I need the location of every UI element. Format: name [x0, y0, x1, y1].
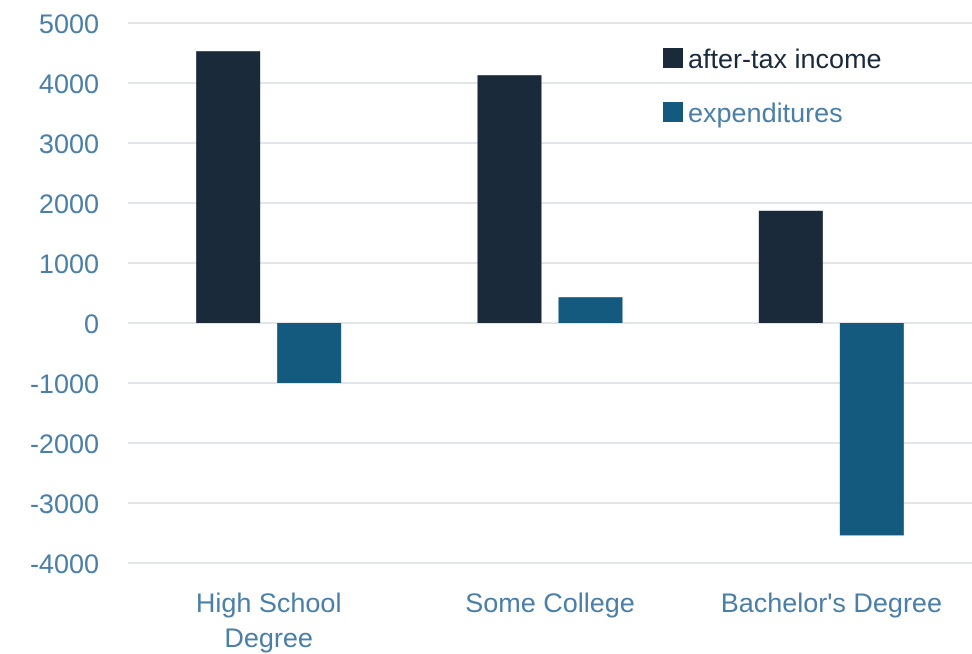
legend-swatch [663, 48, 683, 68]
bar-expenditures [558, 297, 623, 323]
legend-label: after-tax income [688, 44, 882, 74]
y-tick-label: 5000 [39, 9, 99, 39]
legend-item: after-tax income [663, 44, 882, 74]
x-tick-label-line: Degree [224, 623, 313, 653]
bar-expenditures [277, 323, 342, 383]
legend: after-tax income expenditures [663, 44, 882, 128]
bar-expenditures [839, 323, 904, 536]
x-tick-label: Bachelor's Degree [721, 588, 942, 618]
x-axis-ticks: High School Degree Some College Bachelor's … [196, 588, 942, 653]
y-tick-label: -2000 [30, 429, 99, 459]
y-tick-label: 3000 [39, 129, 99, 159]
x-tick-label-line: High School [196, 588, 342, 618]
y-tick-label: -1000 [30, 369, 99, 399]
y-tick-label: 0 [84, 309, 99, 339]
x-tick-label: Some College [465, 588, 635, 618]
bar-after-tax-income [196, 51, 261, 323]
legend-item: expenditures [663, 98, 843, 128]
x-tick-label-line: Bachelor's Degree [721, 588, 942, 618]
bars [196, 51, 904, 536]
legend-swatch [663, 102, 683, 122]
y-axis-ticks: 5000 4000 3000 2000 1000 0 -1000 -2000 -3000 -400… [30, 9, 99, 579]
bar-after-tax-income [758, 210, 823, 323]
y-tick-label: -3000 [30, 489, 99, 519]
legend-label: expenditures [688, 98, 843, 128]
y-tick-label: 1000 [39, 249, 99, 279]
bar-after-tax-income [477, 75, 542, 323]
y-tick-label: 2000 [39, 189, 99, 219]
gridlines [128, 22, 972, 564]
x-tick-label: High School Degree [196, 588, 342, 653]
y-tick-label: 4000 [39, 69, 99, 99]
x-tick-label-line: Some College [465, 588, 635, 618]
y-tick-label: -4000 [30, 549, 99, 579]
